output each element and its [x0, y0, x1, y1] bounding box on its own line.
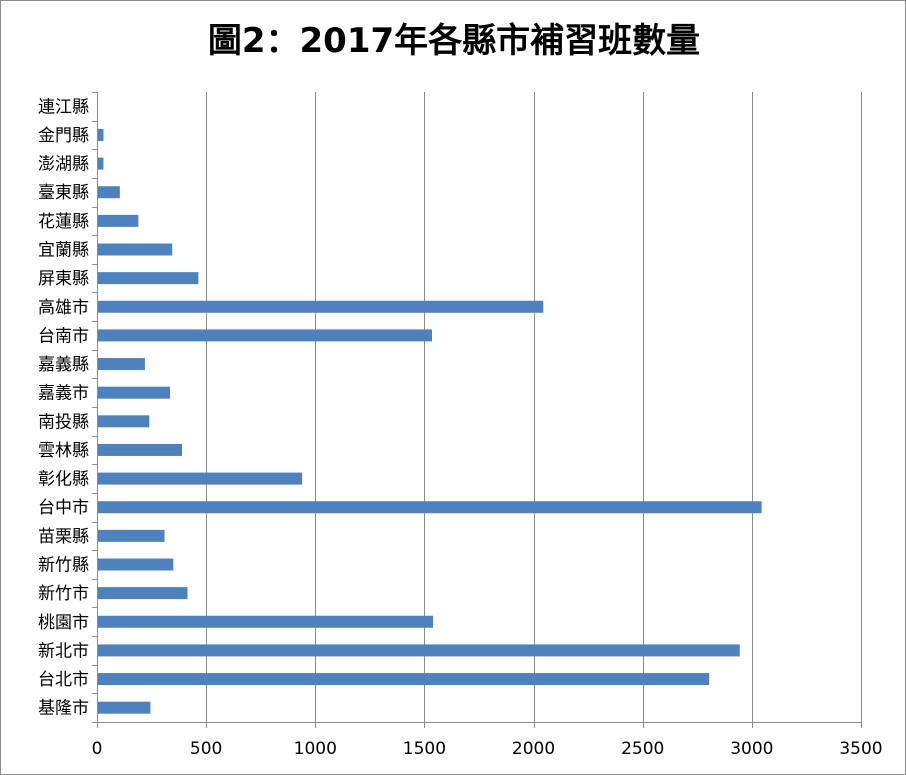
bar-台中市	[98, 501, 762, 514]
x-tick-label: 3500	[839, 739, 882, 759]
bar-雲林縣	[98, 443, 183, 456]
bar-基隆市	[98, 701, 151, 714]
x-tick-label: 500	[190, 739, 222, 759]
bar-屏東縣	[98, 272, 199, 285]
x-tick-label: 1000	[294, 739, 337, 759]
bar-桃園市	[98, 615, 434, 628]
bar-新竹縣	[98, 558, 174, 571]
category-label: 南投縣	[38, 412, 89, 432]
bar-台北市	[98, 673, 710, 686]
bar-臺東縣	[98, 186, 120, 199]
labels: 連江縣金門縣澎湖縣臺東縣花蓮縣宜蘭縣屏東縣高雄市台南市嘉義縣嘉義市南投縣雲林縣彰…	[38, 97, 883, 759]
category-label: 臺東縣	[38, 183, 89, 203]
category-label: 雲林縣	[38, 441, 89, 461]
bar-新北市	[98, 644, 740, 657]
x-tick-label: 1500	[403, 739, 446, 759]
category-label: 嘉義縣	[38, 355, 89, 375]
category-label: 基隆市	[38, 699, 89, 719]
x-tick-label: 0	[92, 739, 103, 759]
category-label: 宜蘭縣	[38, 241, 89, 261]
category-label: 連江縣	[38, 97, 89, 117]
bar-苗栗縣	[98, 529, 165, 542]
bar-宜蘭縣	[98, 243, 173, 256]
bar-嘉義市	[98, 386, 171, 399]
bar-金門縣	[98, 128, 104, 141]
bar-南投縣	[98, 415, 150, 428]
category-label: 高雄市	[38, 298, 89, 318]
bars	[98, 128, 762, 714]
bar-高雄市	[98, 300, 544, 313]
category-label: 台中市	[38, 498, 89, 518]
x-tick-label: 2500	[621, 739, 664, 759]
category-label: 台南市	[38, 326, 89, 346]
bar-澎湖縣	[98, 157, 104, 170]
category-label: 澎湖縣	[38, 155, 89, 175]
category-label: 新竹縣	[38, 556, 89, 576]
bar-嘉義縣	[98, 358, 145, 371]
bar-彰化縣	[98, 472, 303, 485]
category-label: 彰化縣	[38, 470, 89, 490]
bar-台南市	[98, 329, 432, 342]
category-label: 苗栗縣	[38, 527, 89, 547]
x-tick-label: 2000	[512, 739, 555, 759]
category-label: 嘉義市	[38, 384, 89, 404]
chart-title: 圖2：2017年各縣市補習班數量	[207, 21, 701, 61]
category-label: 台北市	[38, 670, 89, 690]
category-label: 桃園市	[38, 613, 89, 633]
x-tick-label: 3000	[730, 739, 773, 759]
axes	[92, 92, 862, 728]
category-label: 金門縣	[38, 126, 89, 146]
category-label: 新竹市	[38, 584, 89, 604]
category-label: 新北市	[38, 641, 89, 661]
bar-新竹市	[98, 587, 188, 600]
bar-花蓮縣	[98, 214, 139, 227]
category-label: 花蓮縣	[38, 212, 89, 232]
category-label: 屏東縣	[38, 269, 89, 289]
